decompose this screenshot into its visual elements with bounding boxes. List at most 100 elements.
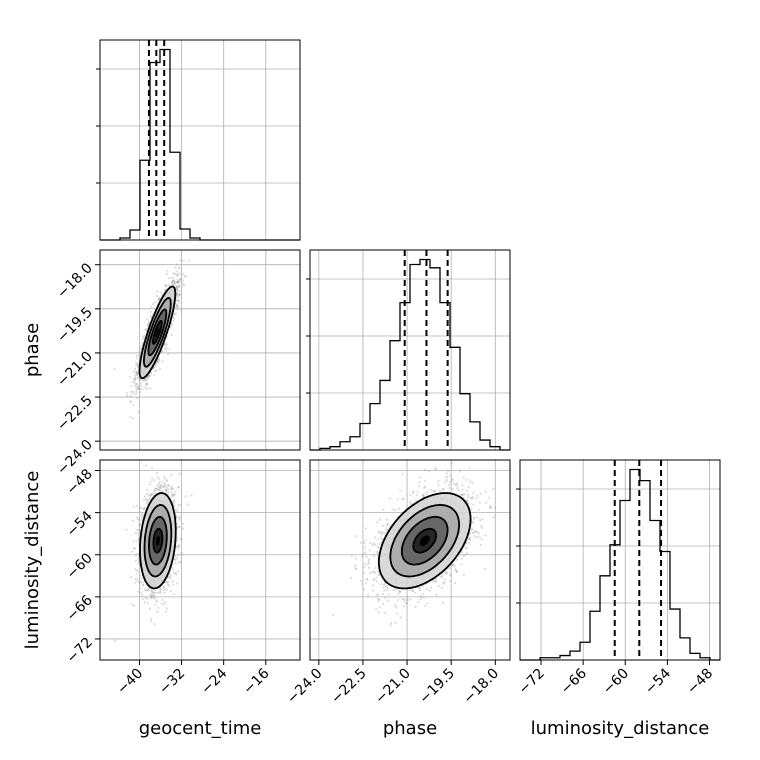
- scatter-point: [128, 375, 132, 378]
- scatter-point: [158, 587, 161, 590]
- scatter-point: [167, 580, 170, 583]
- scatter-point: [160, 587, 163, 590]
- scatter-point: [139, 391, 142, 394]
- scatter-point: [171, 488, 174, 491]
- scatter-point: [176, 510, 179, 513]
- scatter-point: [174, 554, 177, 558]
- scatter-point: [154, 603, 157, 606]
- scatter-point: [172, 502, 175, 505]
- scatter-point: [178, 525, 181, 528]
- scatter-point: [133, 367, 137, 370]
- scatter-point: [136, 357, 139, 360]
- scatter-point: [155, 361, 158, 364]
- scatter-point: [166, 270, 169, 273]
- scatter-point: [142, 508, 145, 511]
- scatter-point: [178, 504, 181, 507]
- scatter-point: [176, 280, 179, 283]
- scatter-point: [152, 591, 155, 594]
- scatter-point: [150, 590, 153, 593]
- scatter-point: [146, 387, 149, 390]
- scatter-point: [132, 390, 135, 394]
- scatter-point: [132, 604, 136, 608]
- scatter-point: [150, 493, 153, 496]
- scatter-point: [176, 278, 179, 281]
- scatter-point: [156, 488, 159, 491]
- scatter-point: [142, 498, 145, 502]
- scatter-point: [177, 504, 180, 507]
- scatter-point: [172, 493, 175, 496]
- scatter-point: [155, 364, 158, 367]
- scatter-point: [173, 317, 176, 320]
- scatter-point: [137, 537, 140, 541]
- scatter-point: [145, 382, 148, 385]
- scatter-point: [133, 547, 136, 550]
- scatter-point: [150, 315, 153, 318]
- scatter-point: [176, 281, 179, 284]
- scatter-point: [138, 523, 142, 526]
- scatter-point: [148, 374, 151, 377]
- scatter-point: [165, 588, 168, 591]
- scatter-point: [178, 267, 181, 270]
- scatter-point: [178, 266, 181, 269]
- scatter-point: [139, 577, 143, 580]
- scatter-point: [141, 335, 144, 338]
- scatter-point: [172, 279, 175, 282]
- scatter-point: [153, 594, 156, 598]
- scatter-point: [176, 293, 179, 296]
- scatter-point: [138, 378, 141, 382]
- scatter-point: [158, 477, 161, 480]
- scatter-point: [133, 505, 136, 508]
- scatter-point: [142, 379, 145, 382]
- scatter-point: [163, 477, 166, 480]
- scatter-point: [146, 597, 149, 600]
- scatter-point: [139, 351, 142, 354]
- scatter-point: [171, 281, 174, 284]
- scatter-point: [186, 503, 189, 506]
- scatter-point: [176, 299, 179, 302]
- scatter-point: [158, 591, 161, 594]
- scatter-point: [141, 581, 144, 584]
- scatter-point: [145, 464, 148, 467]
- scatter-point: [150, 589, 153, 592]
- scatter-point: [136, 540, 139, 543]
- scatter-point: [173, 272, 176, 276]
- scatter-point: [163, 484, 166, 487]
- scatter-point: [174, 562, 177, 565]
- scatter-point: [140, 513, 144, 516]
- scatter-point: [136, 397, 139, 400]
- scatter-point: [163, 475, 166, 478]
- scatter-point: [146, 317, 149, 320]
- scatter-point: [144, 377, 147, 380]
- scatter-point: [167, 484, 170, 487]
- scatter-point: [134, 531, 137, 535]
- scatter-point: [147, 322, 150, 325]
- scatter-point: [164, 489, 167, 492]
- scatter-point: [146, 375, 150, 378]
- scatter-point: [134, 385, 137, 388]
- scatter-point: [172, 281, 175, 284]
- scatter-point: [136, 363, 140, 366]
- scatter-point: [153, 369, 156, 372]
- scatter-point: [178, 272, 181, 275]
- scatter-point: [162, 481, 165, 484]
- scatter-point: [174, 266, 177, 269]
- scatter-point: [164, 601, 167, 604]
- scatter-point: [157, 358, 160, 361]
- scatter-point: [158, 298, 161, 301]
- scatter-point: [138, 581, 141, 584]
- scatter-point: [135, 364, 138, 367]
- scatter-point: [169, 573, 172, 576]
- scatter-point: [178, 284, 181, 287]
- scatter-point: [172, 583, 175, 586]
- scatter-point: [141, 342, 144, 345]
- scatter-point: [175, 292, 179, 295]
- scatter-point: [143, 507, 146, 510]
- scatter-point: [173, 280, 177, 284]
- scatter-point: [151, 467, 154, 470]
- scatter-point: [169, 487, 173, 490]
- scatter-point: [175, 305, 178, 308]
- scatter-point: [136, 533, 139, 536]
- scatter-point: [147, 602, 150, 605]
- scatter-point: [144, 596, 147, 599]
